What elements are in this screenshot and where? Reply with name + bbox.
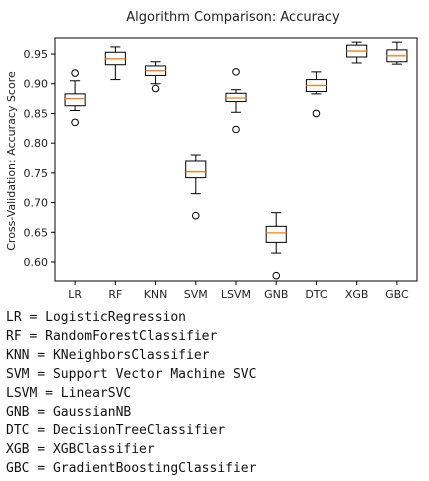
y-axis-label: Cross-Validation: Accuracy Score [5, 71, 18, 251]
legend-line: GBC = GradientBoostingClassifier [6, 461, 257, 477]
plot-area-frame [54, 37, 418, 282]
y-tick-label: 0.75 [24, 167, 49, 180]
box-lsvm [225, 68, 247, 134]
box-knn [145, 61, 167, 93]
x-tick-label-knn: KNN [144, 288, 168, 300]
box-xgb [346, 41, 368, 64]
box-gnb [265, 212, 287, 280]
outlier-point [151, 84, 160, 93]
y-tick-label: 0.60 [24, 256, 49, 269]
legend-line: XGB = XGBClassifier [6, 442, 155, 458]
outlier-point [232, 125, 240, 134]
box-dtc [305, 71, 327, 118]
legend-line: RF = RandomForestClassifier [6, 328, 218, 344]
box-lr [64, 69, 86, 127]
outlier-point [71, 118, 79, 127]
outlier-point [71, 69, 79, 77]
x-tick-label-lsvm: LSVM [221, 288, 251, 300]
iqr-box [265, 225, 287, 243]
x-tick-label-dtc: DTC [305, 288, 328, 300]
outlier-point [191, 211, 200, 220]
box-plot-chart: Algorithm Comparison: Accuracy Cross-Val… [5, 10, 418, 300]
abbreviation-legend: LR = LogisticRegression RF = RandomForest… [6, 309, 256, 479]
legend-line: LSVM = LinearSVC [6, 385, 132, 401]
box-gbc [386, 41, 408, 65]
box-svm [185, 154, 207, 220]
x-tick-label-lr: LR [68, 288, 82, 300]
x-tick-label-gbc: GBC [385, 288, 409, 300]
outlier-point [232, 68, 240, 76]
outlier-point [312, 109, 321, 118]
x-tick-label-rf: RF [108, 288, 122, 300]
y-tick-label: 0.80 [24, 137, 49, 150]
legend-line: KNN = KNeighborsClassifier [6, 347, 210, 363]
x-tick-label-gnb: GNB [264, 288, 288, 300]
x-axis-ticks: LR RF KNN SVM LSVM GNB DTC XGB GBC [68, 281, 409, 300]
chart-title: Algorithm Comparison: Accuracy [126, 10, 340, 25]
iqr-box [64, 93, 86, 107]
y-tick-label: 0.65 [24, 226, 49, 239]
box-series [64, 41, 408, 280]
legend-line: SVM = Support Vector Machine SVC [6, 366, 257, 382]
legend-line: DTC = DecisionTreeClassifier [6, 423, 226, 439]
outlier-point [272, 271, 281, 280]
y-tick-label: 0.85 [24, 107, 49, 120]
y-tick-label: 0.95 [24, 48, 49, 61]
iqr-box [185, 160, 207, 179]
legend-line: GNB = GaussianNB [6, 404, 132, 420]
y-axis-ticks: 0.60 0.65 0.70 0.75 0.80 0.85 0.90 0.95 [24, 48, 55, 269]
x-tick-label-svm: SVM [184, 288, 208, 300]
y-tick-label: 0.70 [24, 197, 49, 210]
box-rf [104, 46, 126, 81]
legend-line: LR = LogisticRegression [6, 310, 187, 325]
x-tick-label-xgb: XGB [345, 288, 369, 300]
y-tick-label: 0.90 [24, 78, 49, 91]
